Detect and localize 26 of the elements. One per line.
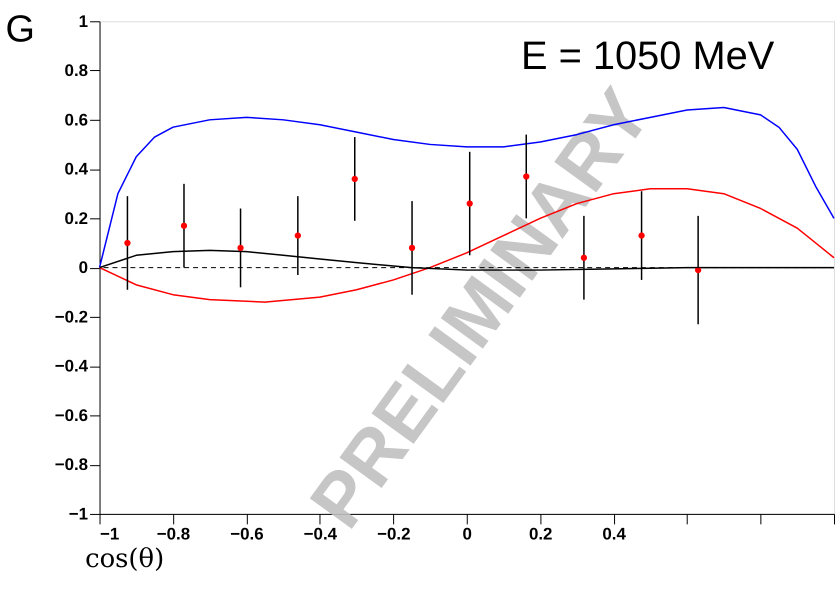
x-tick-label: −0.8: [156, 524, 190, 544]
y-tick-label: −0.2: [54, 307, 88, 326]
point: [294, 232, 301, 239]
x-tick-label: −0.4: [304, 524, 338, 544]
y-tick-label: −0.6: [54, 406, 88, 425]
x-tick-label: 0: [462, 524, 472, 544]
x-tick-label: −1: [100, 524, 120, 544]
y-tick-label: 0.8: [64, 61, 88, 80]
x-tick-label: −0.2: [377, 524, 410, 544]
y-tick-label: −0.8: [54, 455, 88, 474]
point: [237, 244, 244, 252]
x-tick-label: 0.2: [528, 524, 552, 544]
y-tick-label: 0: [78, 258, 88, 278]
y-axis-title: G: [5, 8, 35, 51]
y-tick-label: 0.6: [64, 110, 88, 130]
y-tick-label: −1: [68, 504, 88, 524]
y-tick-label: 1: [78, 12, 88, 31]
y-tick-label: 0.4: [64, 160, 89, 179]
chart-title: E = 1050 MeV: [520, 34, 775, 78]
point: [124, 240, 131, 246]
y-tick-label: 0.2: [64, 208, 88, 228]
x-tick-label: −0.6: [230, 524, 264, 544]
x-tick-label: 0.4: [602, 524, 626, 544]
point: [180, 222, 188, 229]
y-tick-label: −0.4: [54, 356, 89, 376]
x-axis-title: cos(θ): [85, 544, 164, 574]
